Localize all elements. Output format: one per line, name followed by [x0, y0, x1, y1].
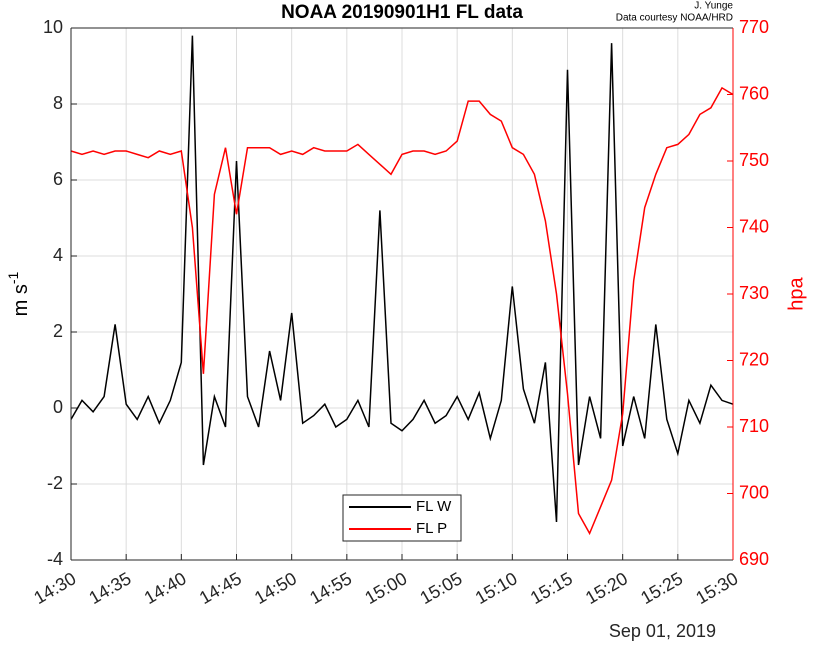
x-tick-label: 15:00	[361, 568, 410, 608]
y2-tick-label: 720	[739, 349, 769, 369]
y-tick-label: 8	[53, 93, 63, 113]
legend-label: FL P	[416, 520, 447, 537]
y2-tick-label: 710	[739, 416, 769, 436]
series-line	[70, 35, 734, 523]
y-tick-label: 0	[53, 397, 63, 417]
y-tick-label: 6	[53, 169, 63, 189]
credit: J. Yunge	[694, 1, 733, 12]
y-label-sup: -1	[5, 271, 21, 284]
legend: FL W FL P	[342, 494, 462, 542]
x-tick-label: 14:30	[30, 568, 79, 608]
y-label-base: m s	[10, 284, 32, 316]
x-tick-label: 15:25	[637, 568, 686, 608]
y-tick-label: -4	[47, 549, 63, 569]
series-line	[70, 86, 734, 536]
x-tick-label: 15:20	[582, 568, 631, 608]
y2-tick-label: 750	[739, 150, 769, 170]
x-tick-label: 14:50	[251, 568, 300, 608]
credit: Data courtesy NOAA/HRD	[616, 13, 733, 24]
y2-tick-label: 740	[739, 216, 769, 236]
x-tick-label: 14:40	[141, 568, 190, 608]
x-tick-label: 14:45	[196, 568, 245, 608]
x-tick-label: 14:35	[86, 568, 135, 608]
x-axis-label: Sep 01, 2019	[609, 621, 716, 641]
x-tick-label: 15:10	[472, 568, 521, 608]
y-tick-label: 2	[53, 321, 63, 341]
y-tick-label: 4	[53, 245, 63, 265]
x-tick-label: 15:15	[527, 568, 576, 608]
y2-tick-label: 770	[739, 17, 769, 37]
legend-label: FL W	[416, 498, 452, 515]
y2-tick-label: 730	[739, 283, 769, 303]
y-tick-label: -2	[47, 473, 63, 493]
y-axis-label: m s-1	[5, 271, 33, 316]
chart-title: NOAA 20190901H1 FL data	[281, 2, 523, 23]
y-tick-label: 10	[43, 17, 63, 37]
legend-box	[342, 494, 462, 542]
y2-tick-label: 690	[739, 549, 769, 569]
y2-tick-label: 700	[739, 482, 769, 502]
y2-tick-label: 760	[739, 83, 769, 103]
x-tick-label: 14:55	[306, 568, 355, 608]
x-tick-label: 15:05	[417, 568, 466, 608]
x-tick-label: 15:30	[692, 568, 741, 608]
y2-axis-label: hpa	[785, 276, 807, 310]
